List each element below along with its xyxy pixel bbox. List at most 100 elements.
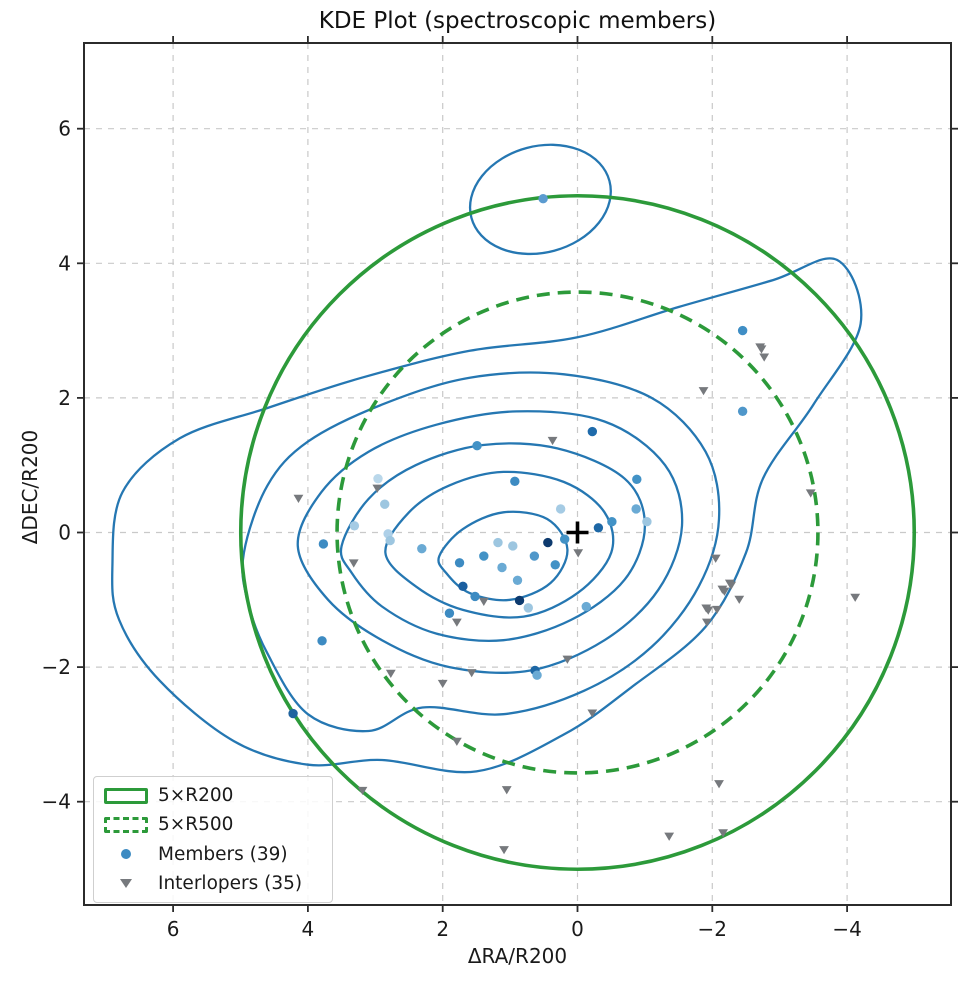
interloper-point: [734, 595, 745, 604]
interloper-point: [478, 597, 489, 606]
y-tick-label: −2: [42, 655, 71, 679]
legend-swatch-cell: [94, 878, 158, 888]
member-point: [512, 575, 523, 585]
interloper-point: [714, 780, 724, 789]
legend-label-interlopers: Interlopers (35): [158, 872, 303, 894]
member-point: [508, 541, 518, 551]
interloper-point: [372, 484, 383, 493]
x-tick-label: −2: [698, 917, 727, 941]
member-point: [470, 591, 480, 602]
interloper-point: [562, 655, 573, 664]
member-point: [642, 517, 652, 527]
interloper-point: [698, 387, 709, 396]
kde-contour-level-3: [296, 410, 684, 674]
interloper-point: [703, 606, 714, 615]
member-point: [458, 581, 468, 592]
interloper-point: [451, 737, 462, 746]
y-tick-label: 6: [58, 117, 71, 141]
interloper-point: [357, 786, 368, 796]
kde-contour-level-4: [339, 442, 647, 643]
interloper-point: [759, 353, 770, 362]
kde-contour-level-2: [241, 371, 721, 733]
member-point: [288, 708, 298, 719]
ticks-group: 6 4 2 0 −2 −4 6 4 2 0 −2 −4: [42, 36, 958, 941]
member-point: [632, 474, 642, 485]
y-tick-label: 4: [58, 251, 71, 275]
legend-label-r200: 5×R200: [158, 785, 234, 807]
member-point: [444, 608, 455, 618]
x-tick-label: −4: [832, 917, 861, 941]
legend-label-r500: 5×R500: [158, 814, 234, 836]
member-point: [607, 517, 617, 527]
kde-contour-level-1: [110, 257, 863, 774]
interloper-point: [385, 669, 396, 678]
legend-item-members: Members (39): [94, 840, 332, 868]
member-point: [543, 537, 553, 548]
legend-swatch-cell: [94, 849, 158, 860]
r500-circle: [335, 290, 820, 775]
kde-contour-detached: [468, 143, 612, 256]
r200-circle: [238, 193, 917, 872]
interloper-point: [710, 554, 721, 563]
member-point: [349, 521, 360, 531]
member-point: [532, 670, 542, 680]
interloper-triangle-swatch: [120, 878, 132, 888]
interloper-point: [718, 829, 728, 838]
x-tick-label: 0: [571, 917, 584, 941]
legend-item-r500: 5×R500: [94, 811, 332, 839]
member-point: [385, 535, 395, 546]
legend-swatch-cell: [94, 816, 158, 833]
interloper-point: [547, 436, 558, 446]
aperture-circles-group: [238, 193, 917, 872]
members-group: [288, 193, 748, 719]
interloper-point: [712, 605, 722, 615]
cluster-center-marker: [566, 521, 589, 544]
kde-contour-level-5: [384, 470, 615, 619]
x-tick-label: 2: [436, 917, 449, 941]
member-point: [318, 539, 329, 549]
interloper-point: [726, 581, 737, 590]
interloper-point: [702, 618, 712, 627]
member-point: [523, 603, 533, 613]
member-point: [472, 440, 482, 451]
y-tick-label: 2: [58, 386, 71, 410]
interloper-point: [850, 593, 861, 602]
y-axis-label: ΔDEC/R200: [18, 429, 42, 545]
y-tick-label: −4: [42, 790, 71, 814]
kde-contour-level-6: [437, 510, 569, 602]
member-point: [529, 551, 540, 561]
interloper-point: [437, 679, 448, 689]
interloper-point: [499, 846, 509, 855]
member-point: [493, 537, 503, 548]
member-point: [631, 504, 641, 514]
member-point: [587, 426, 598, 437]
kde-contours-group: [110, 143, 863, 774]
x-tick-label: 6: [167, 917, 180, 941]
member-dot-swatch: [121, 849, 131, 860]
member-point: [581, 601, 591, 612]
r200-circle-swatch: [104, 787, 148, 804]
interloper-point: [466, 669, 477, 678]
interloper-point: [348, 559, 359, 568]
member-point: [497, 562, 507, 573]
interloper-point: [719, 587, 730, 596]
member-point: [380, 499, 390, 509]
legend-item-interlopers: Interlopers (35): [94, 869, 332, 897]
member-point: [373, 473, 383, 484]
legend-label-members: Members (39): [158, 843, 288, 865]
member-point: [538, 193, 548, 204]
r500-circle-swatch: [104, 816, 148, 833]
x-axis-label: ΔRA/R200: [467, 944, 568, 968]
interloper-point: [805, 489, 816, 498]
member-point: [510, 476, 520, 487]
interloper-point: [451, 618, 462, 627]
plot-border: [83, 42, 952, 906]
x-tick-label: 4: [302, 917, 315, 941]
interloper-point: [664, 832, 675, 841]
member-point: [317, 636, 327, 646]
member-point: [593, 523, 604, 533]
interloper-point: [573, 549, 584, 558]
member-point: [417, 543, 427, 554]
y-tick-label: 0: [58, 521, 71, 545]
